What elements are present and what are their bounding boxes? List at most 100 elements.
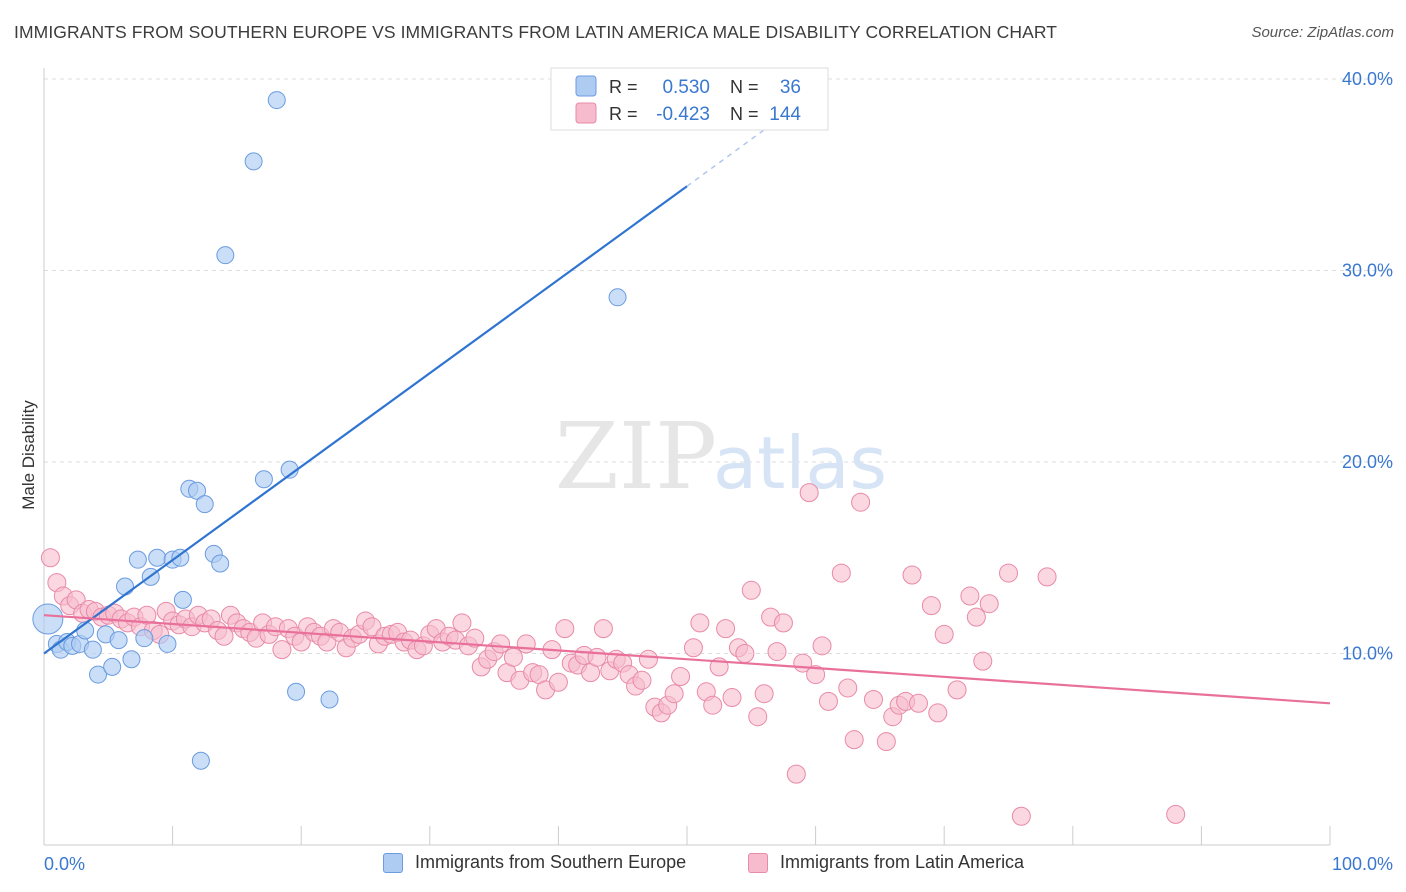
- point-latin-america: [465, 628, 485, 648]
- point-latin-america: [960, 586, 980, 606]
- stats-n-value-1: 36: [780, 77, 801, 98]
- stats-swatch-pink: [575, 102, 597, 124]
- point-southern-europe: [267, 91, 286, 110]
- point-southern-europe: [89, 665, 108, 684]
- point-southern-europe: [320, 690, 339, 709]
- point-southern-europe: [135, 629, 154, 648]
- point-latin-america: [999, 563, 1018, 583]
- point-southern-europe: [122, 650, 141, 669]
- point-latin-america: [818, 691, 838, 711]
- point-latin-america: [921, 596, 941, 616]
- point-latin-america: [555, 619, 575, 639]
- point-southern-europe: [195, 495, 214, 514]
- point-latin-america: [491, 634, 511, 654]
- point-latin-america: [838, 678, 858, 698]
- point-latin-america: [748, 707, 768, 727]
- point-latin-america: [966, 607, 986, 627]
- stats-swatch-blue: [575, 75, 597, 97]
- point-latin-america: [362, 617, 382, 637]
- point-latin-america: [979, 594, 999, 614]
- point-southern-europe: [254, 470, 273, 489]
- stats-legend-box: [550, 67, 829, 131]
- point-southern-europe: [116, 577, 135, 596]
- point-southern-europe: [173, 590, 192, 609]
- point-southern-europe: [103, 657, 122, 676]
- stats-r-label-2: R =: [609, 104, 638, 124]
- stats-r-label-1: R =: [609, 77, 638, 97]
- point-latin-america: [934, 624, 954, 644]
- point-latin-america: [1037, 567, 1057, 587]
- legend-label-latin-america: Immigrants from Latin America: [780, 852, 1025, 872]
- point-latin-america: [503, 647, 523, 667]
- point-southern-europe: [211, 554, 230, 573]
- point-latin-america: [690, 613, 710, 633]
- y-tick-label: 30.0%: [1342, 261, 1393, 281]
- point-latin-america: [741, 580, 761, 600]
- chart-title: IMMIGRANTS FROM SOUTHERN EUROPE VS IMMIG…: [14, 22, 1058, 42]
- point-latin-america: [587, 647, 607, 667]
- y-tick-label: 20.0%: [1342, 452, 1393, 472]
- point-latin-america: [632, 670, 652, 690]
- trendline-latin-america: [43, 614, 1331, 705]
- point-latin-america: [664, 684, 684, 704]
- trendline-southern-europe: [43, 185, 688, 655]
- point-latin-america: [902, 565, 922, 585]
- point-latin-america: [851, 492, 871, 512]
- point-southern-europe: [244, 152, 263, 171]
- tick-labels: 10.0% 20.0% 30.0% 40.0% 0.0% 100.0%: [44, 69, 1393, 874]
- legend-swatch-blue: [383, 852, 403, 873]
- point-southern-europe: [608, 288, 627, 307]
- point-latin-america: [683, 638, 703, 658]
- point-southern-europe: [128, 550, 147, 569]
- stats-r-value-2: -0.423: [656, 104, 710, 125]
- point-southern-europe: [216, 246, 235, 265]
- legend-item-latin-america[interactable]: Immigrants from Latin America: [748, 852, 1024, 873]
- point-latin-america: [272, 640, 292, 660]
- source-credit: Source: ZipAtlas.com: [1251, 24, 1394, 41]
- stats-n-label-2: N =: [730, 104, 759, 124]
- point-latin-america: [973, 651, 993, 671]
- series-legend: Immigrants from Southern Europe Immigran…: [0, 852, 1406, 878]
- watermark-zip: ZIP: [555, 403, 717, 510]
- point-latin-america: [754, 684, 774, 704]
- point-latin-america: [1166, 804, 1186, 824]
- point-latin-america: [214, 626, 234, 646]
- point-southern-europe: [287, 682, 306, 701]
- point-latin-america: [452, 613, 472, 633]
- point-southern-europe: [109, 631, 128, 650]
- point-latin-america: [928, 703, 948, 723]
- trendlines: [43, 82, 1331, 705]
- point-latin-america: [548, 672, 568, 692]
- point-latin-america: [844, 730, 864, 750]
- axes: [43, 68, 1331, 846]
- y-tick-label: 10.0%: [1342, 644, 1393, 664]
- legend-item-southern-europe[interactable]: Immigrants from Southern Europe: [383, 852, 686, 873]
- y-tick-label: 40.0%: [1342, 69, 1393, 89]
- point-latin-america: [812, 636, 832, 656]
- series-southern-europe-points: [32, 91, 627, 770]
- stats-n-label-1: N =: [730, 77, 759, 97]
- point-latin-america: [671, 666, 691, 686]
- series-latin-america-points: [40, 483, 1186, 826]
- stats-n-value-2: 144: [769, 104, 801, 125]
- point-southern-europe: [32, 603, 64, 635]
- point-southern-europe: [191, 751, 210, 770]
- legend-label-southern-europe: Immigrants from Southern Europe: [415, 852, 687, 872]
- point-latin-america: [947, 680, 967, 700]
- point-latin-america: [40, 548, 60, 568]
- point-southern-europe: [148, 548, 167, 567]
- point-latin-america: [806, 665, 826, 685]
- point-southern-europe: [83, 640, 102, 659]
- point-latin-america: [767, 642, 787, 662]
- point-latin-america: [516, 634, 536, 654]
- point-latin-america: [799, 483, 819, 503]
- point-southern-europe: [188, 481, 207, 500]
- x-tick-label-max: 100.0%: [1332, 854, 1393, 874]
- point-southern-europe: [171, 548, 190, 567]
- point-latin-america: [863, 689, 883, 709]
- y-axis-label: Male Disability: [19, 400, 38, 510]
- point-latin-america: [831, 563, 851, 583]
- point-latin-america: [638, 649, 658, 669]
- point-latin-america: [908, 693, 928, 713]
